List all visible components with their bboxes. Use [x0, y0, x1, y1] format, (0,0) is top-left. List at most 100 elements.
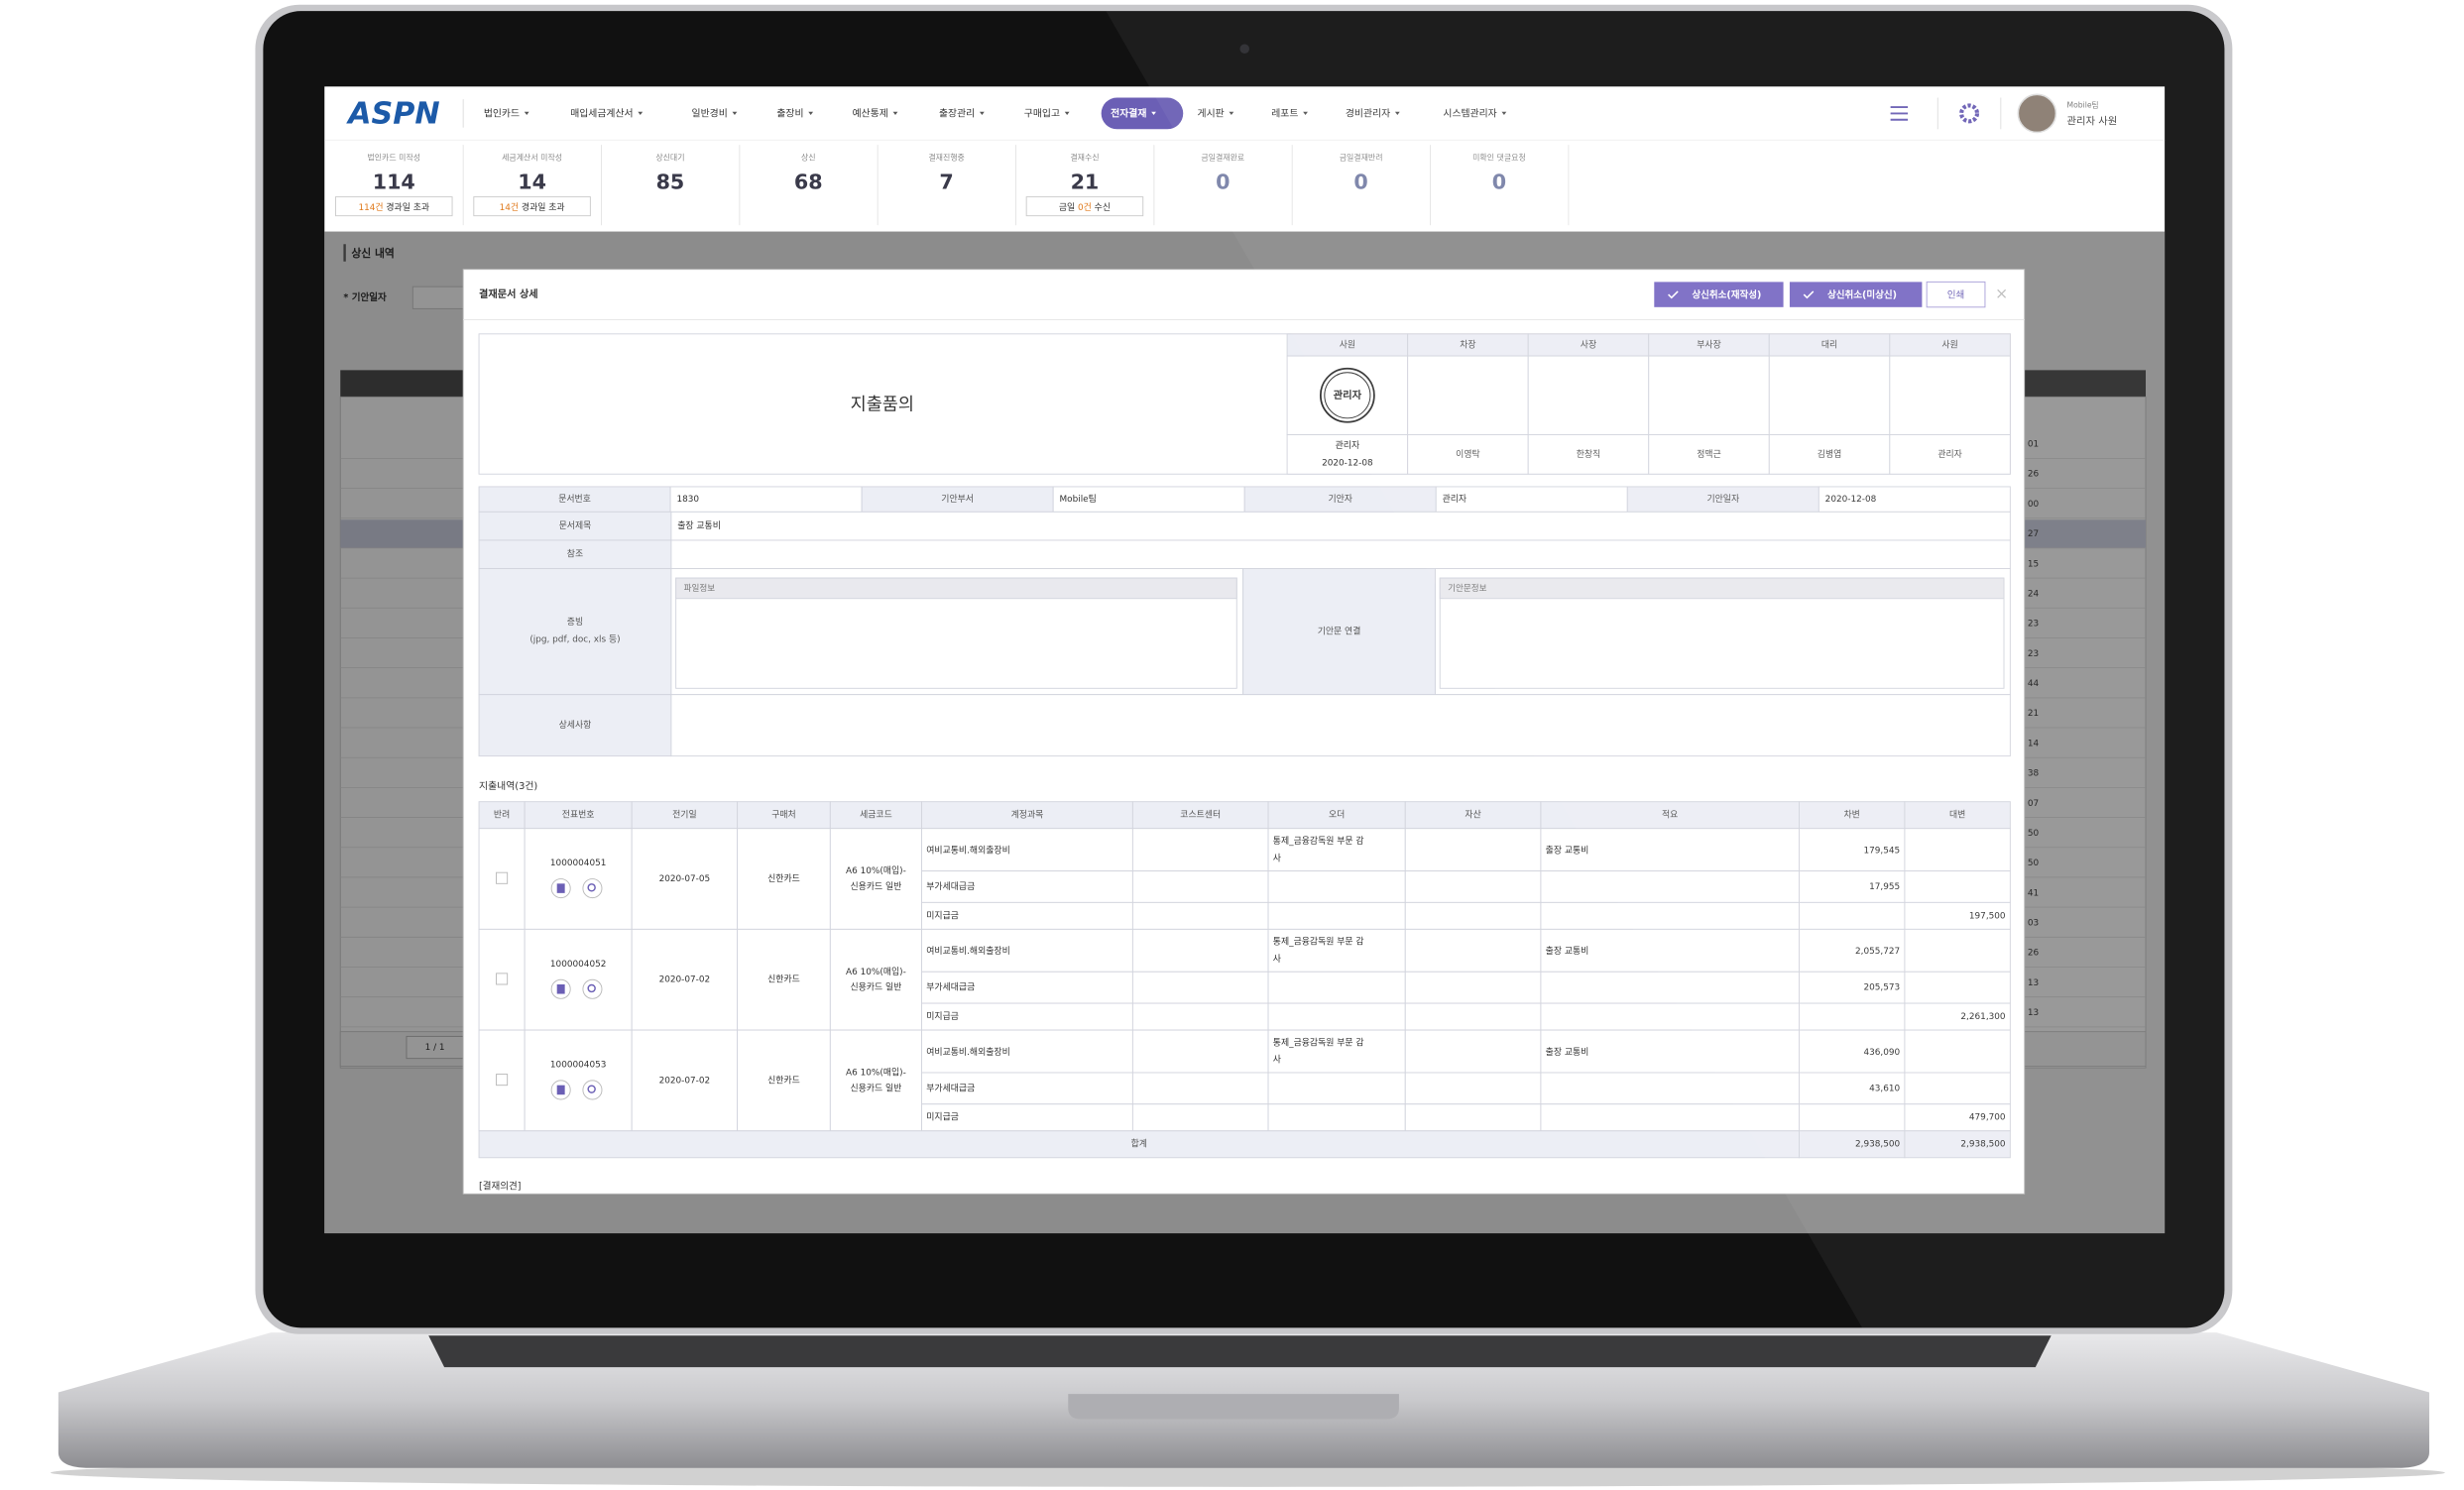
list-cell: 13 [2028, 978, 2039, 988]
line-cell [1404, 870, 1542, 903]
line-cell [1404, 1029, 1542, 1074]
menu-item[interactable]: 시스템관리자 [1443, 107, 1496, 119]
info-label: 기안자 [1328, 494, 1352, 505]
line-cell [921, 828, 1133, 872]
line-cell [1540, 928, 1800, 973]
line-cell [1540, 901, 1800, 930]
stat-label: 미확인 댓글요청 [1472, 152, 1526, 162]
approval-name-cell [1889, 434, 2011, 475]
line-cell [1798, 1029, 1906, 1074]
line-cell [1267, 1072, 1406, 1105]
menu-item[interactable]: 출장관리 [939, 107, 975, 119]
account: 부가세대급금 [926, 881, 975, 892]
table-header-cell [1904, 801, 2011, 830]
group-cell [524, 828, 633, 930]
memo: 출장 교통비 [1546, 1047, 1589, 1058]
voucher-icon[interactable] [582, 878, 603, 899]
close-icon[interactable] [1997, 288, 2007, 298]
modal-button-label[interactable]: 상신취소(재작성) [1692, 288, 1761, 300]
menu-caret [1151, 111, 1156, 115]
stat-note: 114건 경과일 초과 [358, 200, 429, 212]
info-value: 2020-12-08 [1825, 495, 1877, 505]
list-cell: 21 [2028, 709, 2039, 719]
checkbox[interactable] [496, 871, 509, 884]
line-cell [1540, 1072, 1800, 1105]
menu-item[interactable]: 구매입고 [1024, 106, 1060, 119]
link-box-head [1439, 577, 2005, 600]
menu-caret [892, 111, 898, 115]
search-icon [587, 1085, 596, 1093]
account: 부가세대급금 [926, 982, 975, 993]
stat-label: 결재수신 [1070, 152, 1099, 162]
stat-value: 0 [1353, 170, 1367, 193]
check-icon [1803, 290, 1815, 299]
menu-caret [1064, 111, 1070, 115]
post-date: 2020-07-02 [659, 975, 711, 985]
menu-item[interactable]: 게시판 [1198, 107, 1225, 119]
table-header: 코스트센터 [1180, 810, 1221, 821]
info-label-cell [861, 486, 1054, 513]
menu-item[interactable]: 경비관리자 [1346, 106, 1390, 119]
memo: 출장 교통비 [1546, 845, 1589, 856]
menu-item[interactable]: 법인카드 [484, 107, 520, 119]
list-cell: 44 [2028, 679, 2040, 689]
stamp-outer [1319, 367, 1375, 423]
list-cell: 27 [2028, 529, 2039, 539]
debit: 2,055,727 [1855, 947, 1900, 957]
modal-button[interactable] [1926, 281, 1986, 308]
menu-item[interactable]: 매입세금계산서 [570, 106, 633, 119]
account: 미지급금 [926, 1112, 959, 1123]
doc-icon [556, 983, 565, 994]
line-cell [1404, 828, 1542, 872]
modal-button-label[interactable]: 상신취소(미상신) [1827, 288, 1897, 300]
user-team: Mobile팀 [2067, 100, 2099, 109]
line-cell [1904, 1029, 2011, 1074]
approval-name-cell [1768, 434, 1891, 475]
line-cell [1904, 1103, 2011, 1132]
link-box-title: 기안문정보 [1448, 583, 1487, 594]
line-cell [1798, 971, 1906, 1004]
modal-button[interactable] [1789, 282, 1923, 307]
menu-item[interactable]: 전자결재 [1111, 106, 1146, 119]
ui: ASPN 법인카드 매입세금계산서 일반경비 출장비 예산통제 출장관리 구매입고 전자결재 게시… [324, 86, 2166, 1234]
line-cell [1267, 971, 1406, 1004]
list-cell: 50 [2028, 829, 2040, 839]
stat-note-box [334, 196, 453, 217]
menu-active [1101, 97, 1184, 130]
checkbox[interactable] [496, 973, 509, 985]
line-cell [1798, 928, 1906, 973]
line-cell [1404, 928, 1542, 973]
line-cell [1131, 928, 1269, 973]
doc-icon [556, 1085, 565, 1095]
modal-button-label[interactable]: 인쇄 [1947, 289, 1965, 300]
order: 사 [1273, 1055, 1281, 1066]
approval-name-cell [1527, 434, 1650, 475]
menu-item[interactable]: 레포트 [1271, 107, 1298, 119]
debit: 179,545 [1863, 846, 1900, 856]
checkbox[interactable] [496, 1074, 509, 1087]
line-cell [921, 1072, 1133, 1105]
info-label: 기안일자 [1706, 494, 1739, 505]
keyboard-groove [428, 1335, 2052, 1368]
debit: 436,090 [1863, 1048, 1900, 1058]
menu-item[interactable]: 출장비 [776, 107, 803, 119]
line-cell [1540, 870, 1800, 903]
info-value: 관리자 [1443, 494, 1467, 505]
settings-icon[interactable] [1959, 103, 1980, 124]
account: 미지급금 [926, 1011, 959, 1022]
group-cell [631, 828, 739, 930]
voucher-icon[interactable] [582, 1080, 603, 1100]
line-cell [1131, 1029, 1269, 1074]
line-cell [1904, 971, 2011, 1004]
file-box-title: 파일정보 [684, 583, 716, 594]
approval-name-cell [1648, 434, 1770, 475]
menu-item[interactable]: 일반경비 [692, 106, 728, 119]
stat-note: 14건 경과일 초과 [500, 200, 565, 212]
voucher-icon[interactable] [582, 978, 603, 999]
line-cell [1404, 1103, 1542, 1132]
menu-item[interactable]: 예산통제 [853, 107, 888, 119]
menu-caret [638, 111, 644, 115]
credit: 479,700 [1969, 1113, 2006, 1123]
group-cell [524, 1029, 633, 1132]
line-cell [1404, 971, 1542, 1004]
